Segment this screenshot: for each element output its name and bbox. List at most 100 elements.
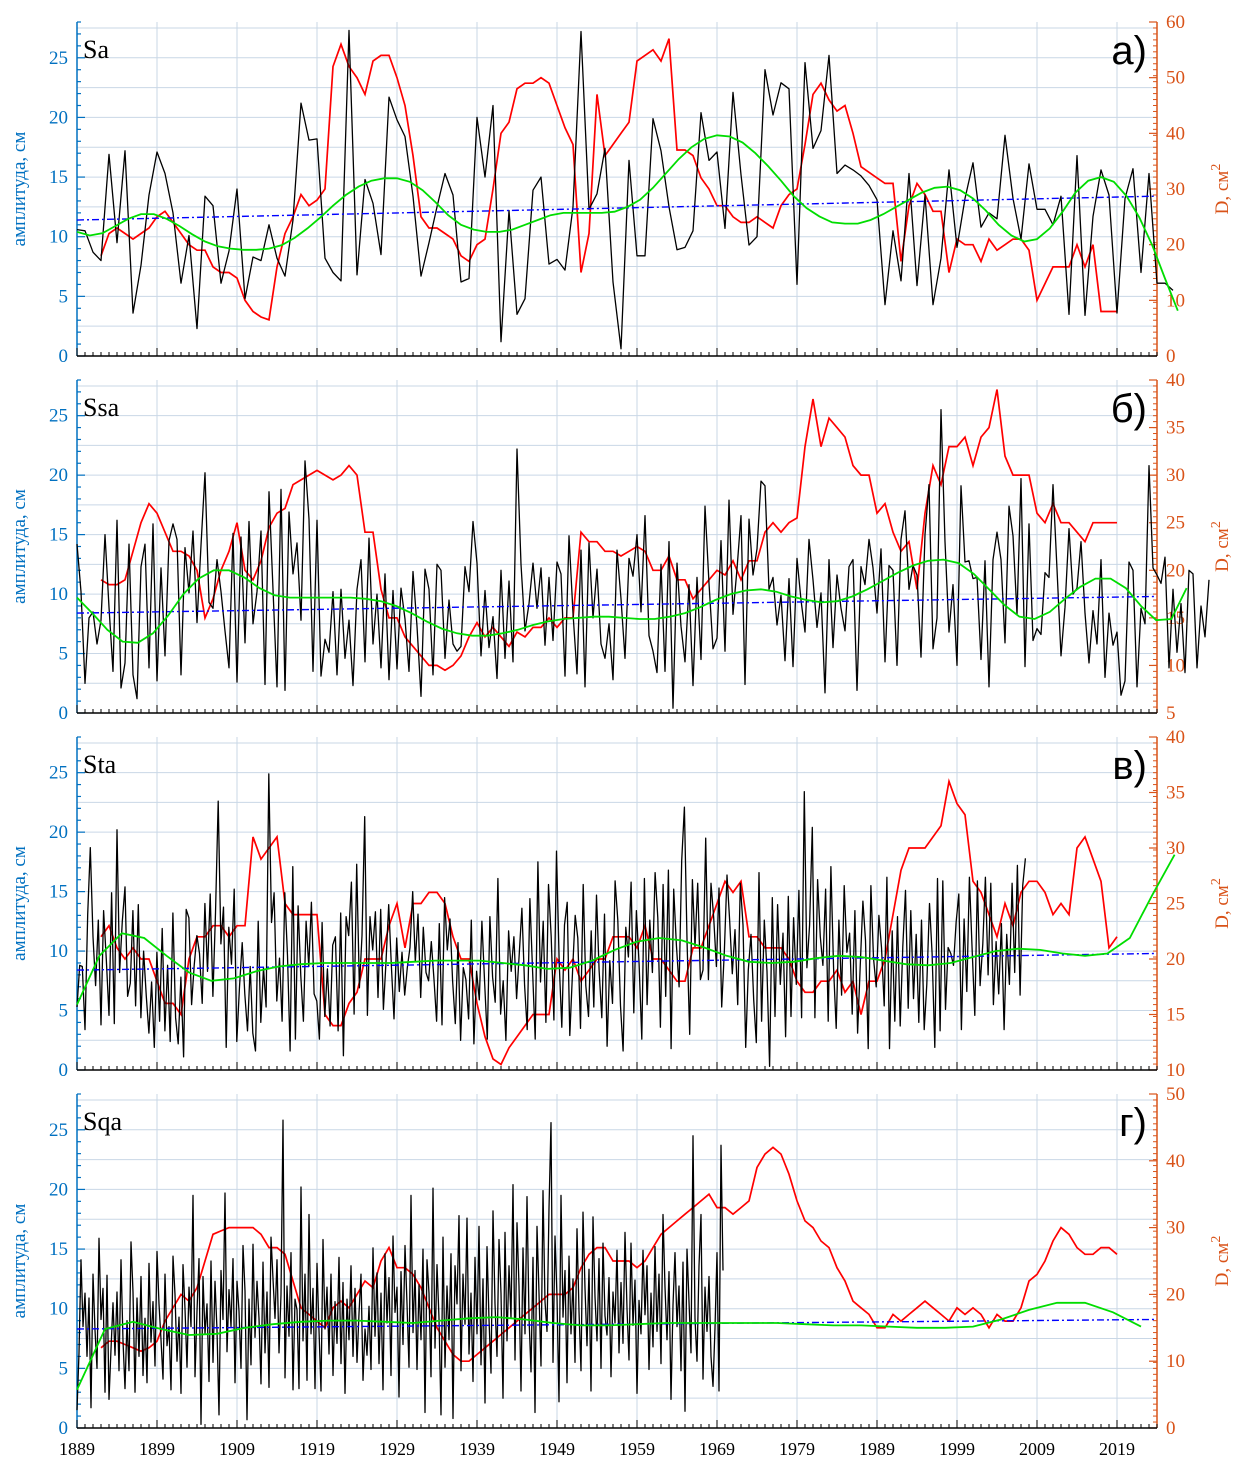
y-axis-title-right: D, см2: [1209, 878, 1233, 929]
x-tick-label: 1939: [459, 1439, 495, 1459]
y-axis-title-right-sup: 2: [1209, 521, 1224, 528]
y-axis-title-left: амплитуда, см: [9, 846, 30, 961]
amplitude-line: [76, 1119, 724, 1426]
left-tick-label: 20: [49, 465, 68, 486]
right-tick-label: 15: [1166, 1005, 1185, 1026]
right-tick-label: 25: [1166, 894, 1185, 915]
left-tick-label: 5: [59, 644, 69, 665]
amplitude-line: [76, 409, 1210, 709]
panel-a: 0 5 10 15 20 25 0 10 20 30 40 50 60 Sa а) амплитуда, см…: [9, 12, 1233, 367]
x-tick-label: 1919: [299, 1439, 335, 1459]
right-tick-label: 40: [1166, 123, 1185, 144]
y-axis-title-right-main: D, см: [1212, 885, 1233, 929]
right-tick-label: 35: [1166, 418, 1185, 439]
right-tick-label: 30: [1166, 465, 1185, 486]
amplitude-line: [76, 29, 1174, 350]
right-tick-label: 10: [1166, 655, 1185, 676]
right-tick-label: 20: [1166, 235, 1185, 256]
left-tick-label: 0: [59, 703, 69, 724]
left-tick-label: 10: [49, 941, 68, 962]
right-tick-label: 10: [1166, 1351, 1185, 1372]
left-tick-label: 25: [49, 763, 68, 784]
x-tick-label: 2009: [1019, 1439, 1055, 1459]
left-tick-label: 20: [49, 822, 68, 843]
smooth-line: [76, 558, 1188, 644]
x-tick-label: 1949: [539, 1439, 575, 1459]
left-tick-label: 15: [49, 167, 68, 188]
x-tick-label: 1929: [379, 1439, 415, 1459]
right-tick-label: 50: [1166, 1084, 1185, 1105]
x-tick-label: 1999: [939, 1439, 975, 1459]
left-tick-label: 15: [49, 525, 68, 546]
right-tick-label: 25: [1166, 513, 1185, 534]
y-axis-title-left: амплитуда, см: [9, 489, 30, 604]
right-tick-label: 50: [1166, 68, 1185, 89]
trend-line: [76, 195, 1158, 221]
smooth-line: [76, 1301, 1142, 1391]
right-tick-label: 60: [1166, 12, 1185, 33]
left-tick-label: 5: [59, 286, 69, 307]
x-tick-label: 1909: [219, 1439, 255, 1459]
right-tick-label: 40: [1166, 1151, 1185, 1172]
series-label: Sta: [83, 750, 117, 779]
x-tick-label: 1989: [859, 1439, 895, 1459]
panel-label: г): [1119, 1101, 1147, 1145]
y-axis-title-right-main: D, см: [1212, 528, 1233, 572]
y-axis-title-left: амплитуда, см: [9, 1204, 30, 1319]
right-tick-label: 5: [1166, 703, 1176, 724]
left-tick-label: 0: [59, 1418, 69, 1439]
left-tick-label: 10: [49, 584, 68, 605]
left-tick-label: 10: [49, 227, 68, 248]
left-tick-label: 0: [59, 346, 69, 367]
left-tick-label: 25: [49, 1120, 68, 1141]
right-tick-label: 35: [1166, 783, 1185, 804]
y-axis-title-right: D, см2: [1209, 1236, 1233, 1287]
left-tick-label: 0: [59, 1060, 69, 1081]
dispersion-line: [100, 38, 1117, 321]
right-tick-label: 30: [1166, 179, 1185, 200]
left-tick-label: 10: [49, 1299, 68, 1320]
x-tick-label: 2019: [1099, 1439, 1135, 1459]
left-tick-label: 15: [49, 882, 68, 903]
y-axis-title-right-main: D, см: [1212, 1243, 1233, 1287]
x-tick-label: 1979: [779, 1439, 815, 1459]
y-axis-title-right-sup: 2: [1209, 878, 1224, 885]
right-tick-label: 30: [1166, 838, 1185, 859]
right-tick-label: 10: [1166, 1060, 1185, 1081]
smooth-line: [76, 134, 1179, 312]
right-tick-label: 20: [1166, 1284, 1185, 1305]
x-tick-label: 1959: [619, 1439, 655, 1459]
panel-c: 0 5 10 15 20 25 10 15 20 25 30 35 40 Sta в) амплитуда, …: [9, 727, 1233, 1081]
x-tick-label: 1969: [699, 1439, 735, 1459]
x-tick-label: 1889: [59, 1439, 95, 1459]
y-axis-title-right-main: D, см: [1212, 171, 1233, 215]
y-axis-title-right-sup: 2: [1209, 1236, 1224, 1243]
trend-line: [76, 595, 1158, 614]
left-tick-label: 5: [59, 1358, 69, 1379]
y-axis-title-right: D, см2: [1209, 521, 1233, 572]
right-tick-label: 20: [1166, 560, 1185, 581]
series-label: Sa: [83, 35, 109, 64]
panel-label: а): [1111, 29, 1147, 73]
right-tick-label: 30: [1166, 1218, 1185, 1239]
right-tick-label: 40: [1166, 370, 1185, 391]
x-tick-label: 1899: [139, 1439, 175, 1459]
panel-d: 0 5 10 15 20 25 0 10 20 30 40 50 1889 1899 1909 1919 192…: [9, 1084, 1233, 1459]
left-tick-label: 25: [49, 48, 68, 69]
right-tick-label: 40: [1166, 727, 1185, 748]
smooth-line: [76, 854, 1176, 1005]
amplitude-line: [76, 773, 1027, 1068]
right-tick-label: 0: [1166, 1418, 1176, 1439]
panel-label: б): [1111, 387, 1147, 431]
right-tick-label: 10: [1166, 290, 1185, 311]
y-axis-title-right-sup: 2: [1209, 164, 1224, 171]
left-tick-label: 20: [49, 107, 68, 128]
right-tick-label: 20: [1166, 949, 1185, 970]
series-label: Ssa: [83, 393, 120, 422]
right-tick-label: 0: [1166, 346, 1176, 367]
left-tick-label: 15: [49, 1239, 68, 1260]
series-label: Sqa: [83, 1107, 122, 1136]
panel-label: в): [1112, 744, 1147, 788]
